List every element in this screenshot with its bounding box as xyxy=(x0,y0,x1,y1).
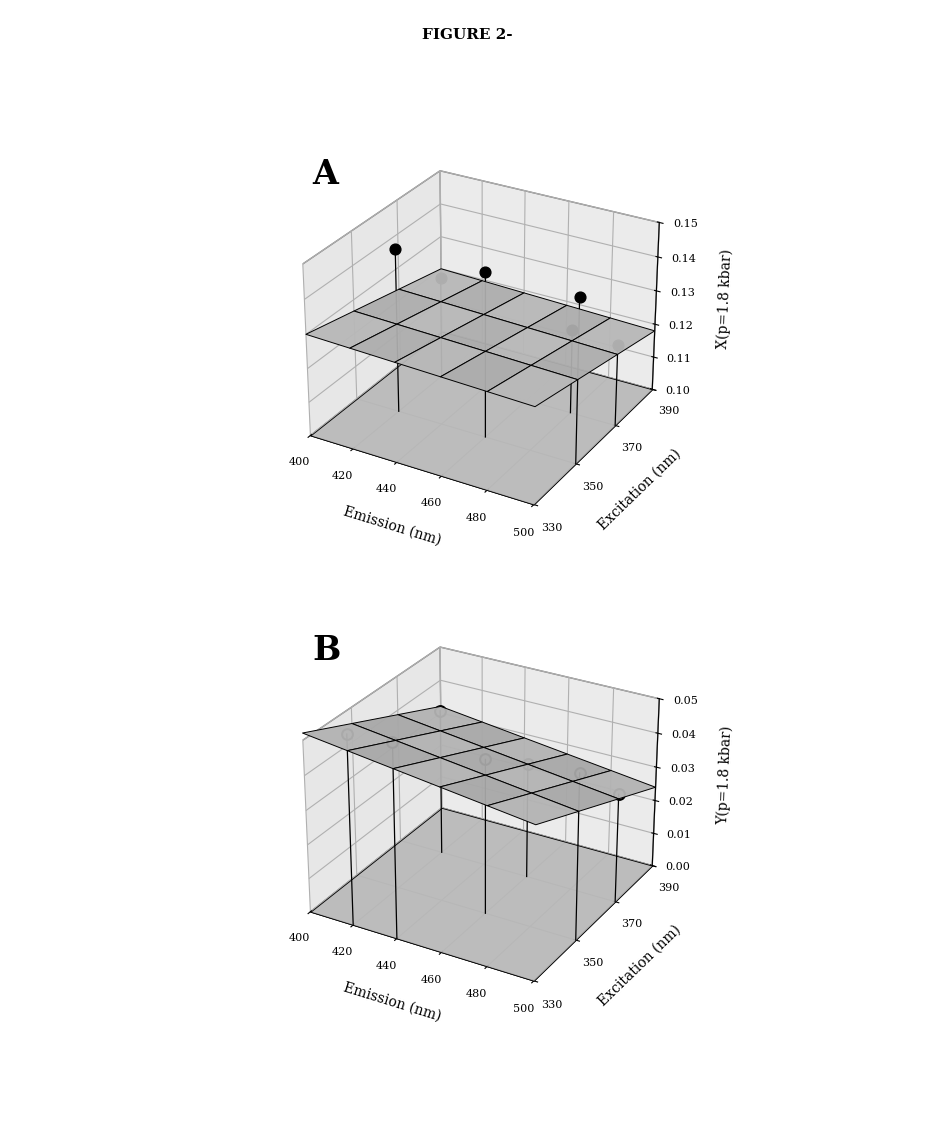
Text: A: A xyxy=(312,158,338,191)
Y-axis label: Excitation (nm): Excitation (nm) xyxy=(596,923,683,1009)
Text: FIGURE 2-: FIGURE 2- xyxy=(423,28,512,42)
X-axis label: Emission (nm): Emission (nm) xyxy=(342,980,443,1024)
Text: B: B xyxy=(312,634,341,667)
X-axis label: Emission (nm): Emission (nm) xyxy=(342,503,443,548)
Y-axis label: Excitation (nm): Excitation (nm) xyxy=(596,447,683,533)
